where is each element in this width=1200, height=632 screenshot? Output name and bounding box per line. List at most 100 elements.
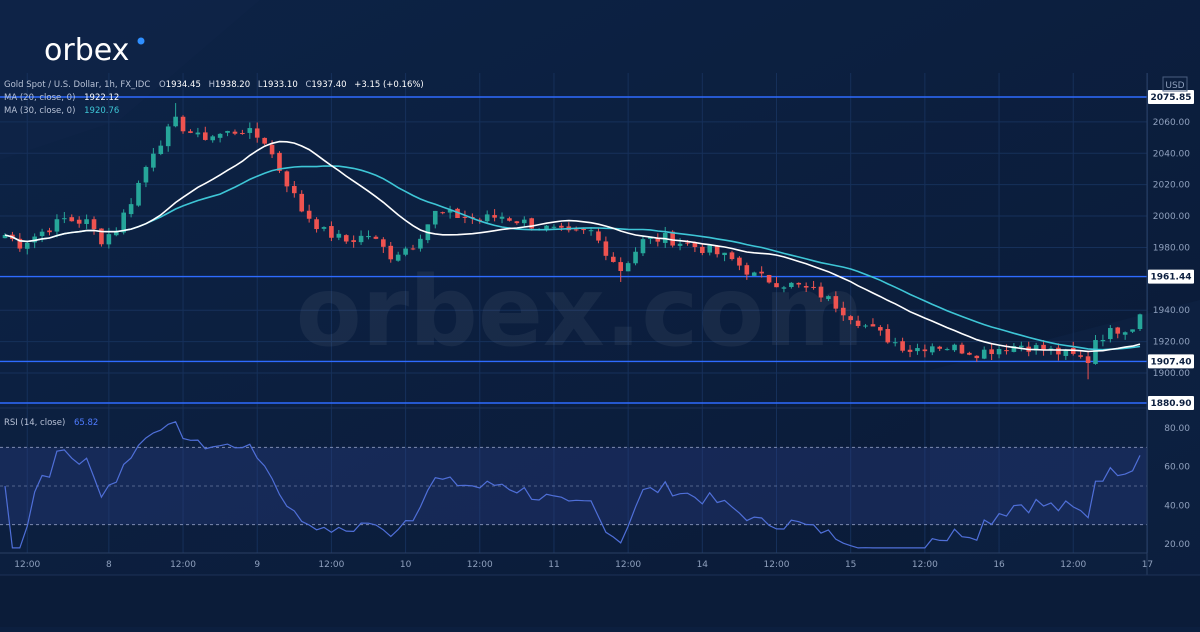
candle-body [54, 219, 60, 232]
candle-body [121, 212, 126, 233]
level-labels: 2075.85 1961.44 1907.40 1880.90 [1148, 90, 1194, 410]
candle-body [202, 132, 208, 140]
candle-body [700, 246, 705, 254]
candle-body [17, 238, 23, 249]
candle-body [314, 219, 319, 230]
candle-body [113, 231, 119, 236]
candle-body [640, 239, 646, 254]
candle-body [1033, 345, 1039, 351]
candle-body [855, 320, 861, 326]
candle-body [685, 242, 690, 244]
change-value: +3.15 (+0.16%) [354, 80, 424, 90]
candle-body [195, 132, 201, 135]
grid [0, 73, 1148, 553]
rsi-axis[interactable]: 80.00 60.00 40.00 20.00 [1164, 424, 1190, 550]
time-tick-label: 12:00 [170, 560, 196, 570]
candle-body [833, 296, 839, 309]
symbol-label: Gold Spot / U.S. Dollar, 1h, FX_IDC [4, 80, 150, 90]
candle-body [358, 235, 364, 243]
candle-body [39, 231, 45, 237]
candle-body [633, 251, 638, 264]
candle-body [62, 218, 67, 220]
footer-band [0, 575, 1200, 627]
candle-body [418, 238, 423, 249]
candle-body [210, 136, 216, 141]
candle-body [336, 233, 342, 238]
time-axis[interactable]: 12:00 8 12:00 9 12:00 10 12:00 11 12:00 14 12:00 15… [14, 560, 1153, 570]
level-label-box [1148, 90, 1194, 104]
candle-body [989, 349, 994, 355]
candle-body [625, 263, 631, 272]
candle-body [232, 131, 238, 134]
candle-body [1122, 332, 1128, 335]
candle-body [91, 219, 97, 230]
candle-body [818, 286, 824, 298]
candle-body [143, 167, 149, 183]
candle-body [618, 262, 624, 271]
candle-body [1063, 349, 1069, 356]
candle-body [69, 217, 75, 222]
candle-body [529, 218, 534, 229]
candle-body [922, 349, 928, 352]
candle-body [803, 285, 809, 288]
candle-body [329, 226, 334, 238]
candle-body [974, 355, 980, 359]
candle-body [559, 225, 564, 228]
candle-body [959, 344, 965, 354]
candle-body [1115, 327, 1121, 334]
candle-body [611, 256, 616, 262]
candle-body [32, 236, 37, 243]
level-label-box [1148, 396, 1194, 410]
price-tick-label: 2040.00 [1153, 149, 1190, 159]
candle-body [217, 133, 223, 138]
open-value: 1934.45 [166, 80, 201, 90]
candle-body [1056, 347, 1061, 355]
svg-text:MA (30, close, 0) 1920.7: MA (30, close, 0) 1920.76 [4, 106, 119, 116]
candle-body [774, 283, 779, 288]
candle-body [351, 240, 356, 242]
level-label-box [1148, 354, 1194, 369]
candle-body [507, 218, 512, 221]
candle-body [937, 346, 943, 349]
high-key: H [209, 80, 215, 90]
candle-body [885, 329, 891, 343]
candle-body [84, 219, 89, 224]
candle-body [462, 216, 468, 218]
time-tick-label: 17 [1142, 560, 1153, 570]
candle-body [99, 228, 104, 245]
candle-body [722, 252, 727, 256]
rsi-tick-label: 80.00 [1164, 424, 1190, 434]
level-label-text: 1880.90 [1151, 399, 1192, 409]
time-tick-label: 12:00 [615, 560, 641, 570]
candle-body [499, 216, 505, 219]
candle-body [484, 214, 490, 222]
candle-body [47, 230, 52, 233]
rsi-tick-label: 60.00 [1164, 463, 1190, 473]
candle-body [796, 282, 802, 285]
candle-body [929, 346, 935, 353]
decor-shape-top [0, 0, 260, 160]
candle-body [306, 210, 312, 219]
candle-body [395, 254, 401, 261]
orbex-logo: orbex [44, 33, 129, 68]
time-tick-label: 15 [845, 560, 856, 570]
time-tick-label: 11 [548, 560, 559, 570]
candle-body [180, 116, 186, 132]
candle-body [128, 204, 134, 215]
level-label-text: 1907.40 [1151, 357, 1192, 367]
close-key: C [305, 80, 311, 90]
rsi-value: 65.82 [74, 418, 98, 428]
rsi-tick-label: 20.00 [1164, 540, 1190, 550]
moving-averages [4, 140, 1141, 353]
candle-body [262, 137, 267, 144]
candle-body [737, 257, 742, 266]
price-axis[interactable]: 2060.00 2040.00 2020.00 2000.00 1980.00 1940.… [1153, 118, 1190, 379]
candle-body [692, 242, 698, 248]
candle-body [440, 212, 445, 214]
candle-body [106, 234, 112, 245]
candle-body [432, 210, 438, 225]
candle-body [24, 242, 30, 249]
currency-box[interactable] [1162, 76, 1188, 92]
decor-shape [930, 300, 1200, 620]
